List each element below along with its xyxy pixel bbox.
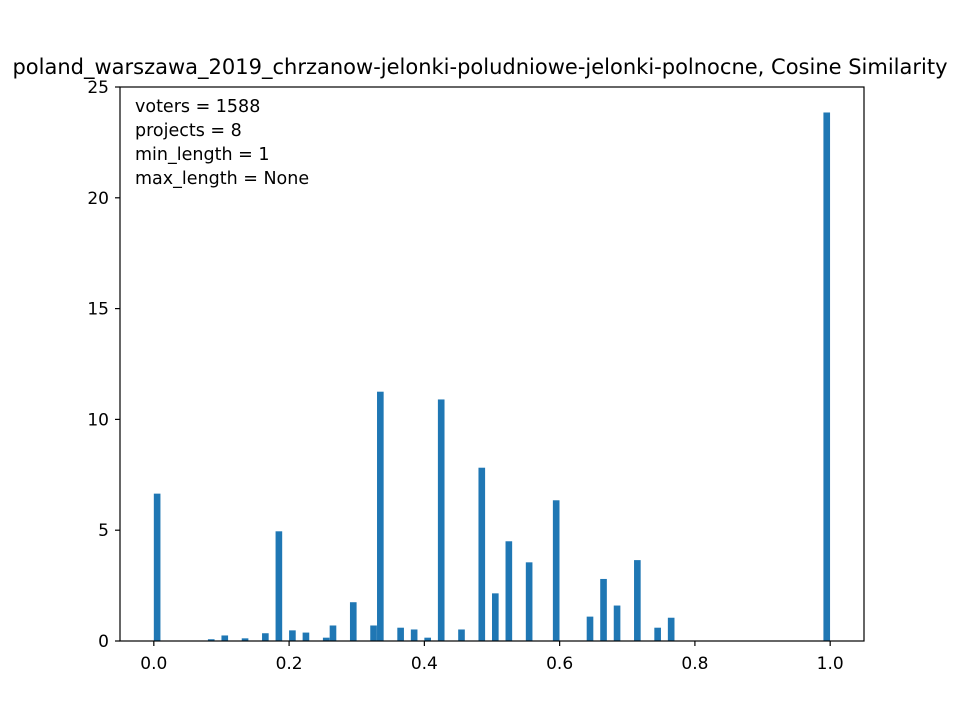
annotation-projects: projects = 8	[135, 121, 242, 141]
chart-title: poland_warszawa_2019_chrzanow-jelonki-po…	[12, 55, 947, 80]
y-tick-label-0: 0	[98, 632, 109, 652]
bar-4	[262, 633, 269, 641]
bar-6	[289, 630, 296, 641]
bar-23	[586, 616, 594, 641]
y-tick-label-2: 10	[87, 410, 109, 430]
bar-26	[634, 560, 641, 641]
bar-13	[397, 627, 404, 641]
annotation-max-length: max_length = None	[135, 169, 309, 189]
annotation-block: voters = 1588 projects = 8 min_length = …	[135, 97, 309, 189]
bar-2	[221, 635, 229, 641]
x-tick-label-0: 0.0	[140, 654, 167, 674]
bar-14	[410, 629, 418, 641]
bar-10	[349, 602, 357, 641]
x-tick-label-2: 0.4	[411, 654, 438, 674]
bar-20	[505, 541, 513, 641]
y-tick-label-3: 15	[87, 300, 109, 320]
bar-7	[302, 632, 310, 641]
x-tick-label-4: 0.8	[681, 654, 708, 674]
y-tick-label-4: 20	[87, 189, 109, 209]
bar-11	[370, 625, 377, 641]
bar-1	[207, 639, 215, 641]
bar-3	[241, 638, 249, 641]
bar-29	[823, 112, 831, 641]
y-tick-label-1: 5	[98, 521, 109, 541]
annotation-min-length: min_length = 1	[135, 145, 269, 165]
x-axis: 0.0 0.2 0.4 0.6 0.8 1.0	[140, 641, 844, 674]
bar-8	[322, 637, 330, 641]
x-tick-label-1: 0.2	[276, 654, 303, 674]
bar-9	[329, 625, 337, 641]
annotation-voters: voters = 1588	[135, 97, 260, 117]
bar-17	[458, 629, 465, 641]
bar-0	[153, 493, 161, 641]
bar-27	[654, 627, 661, 641]
bar-24	[600, 578, 607, 641]
bar-12	[377, 391, 384, 641]
x-tick-label-3: 0.6	[546, 654, 573, 674]
bar-5	[275, 531, 283, 641]
bar-25	[613, 605, 621, 641]
y-tick-label-5: 25	[87, 78, 109, 98]
bar-21	[525, 562, 533, 641]
bar-28	[667, 617, 675, 641]
bar-16	[437, 399, 445, 641]
bar-19	[492, 593, 499, 641]
x-tick-label-5: 1.0	[817, 654, 844, 674]
bar-22	[552, 500, 560, 641]
bar-15	[424, 637, 431, 641]
bar-18	[478, 467, 486, 641]
plot-frame	[119, 86, 865, 642]
bars-group	[153, 112, 831, 641]
y-axis: 0 5 10 15 20 25	[87, 78, 120, 652]
